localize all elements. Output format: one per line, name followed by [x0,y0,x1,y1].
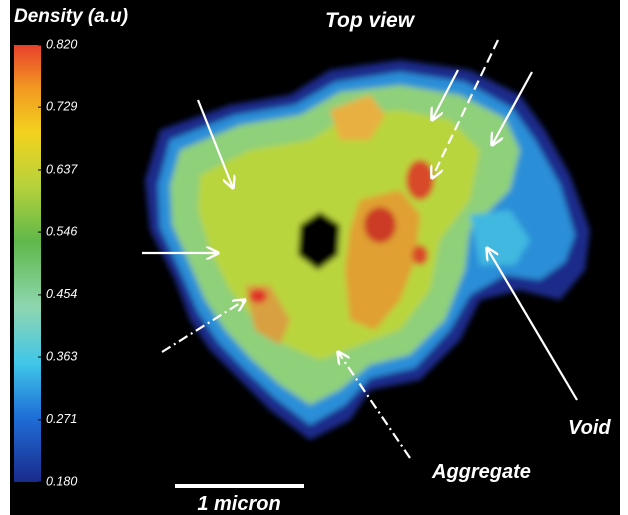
view-label: Top view [325,9,416,32]
colorbar-tick-label: 0.637 [46,162,78,176]
colorbar-tick-label: 0.271 [46,412,77,426]
colorbar-tick-label: 0.363 [46,349,77,363]
colorbar-title: Density (a.u) [14,6,128,27]
aggregate-label: Aggregate [431,461,531,483]
colorbar-tick-label: 0.729 [46,99,77,113]
colorbar [14,45,41,482]
void-label: Void [568,417,611,439]
colorbar-tick-label: 0.546 [46,224,77,238]
figure: Density (a.u) Top view Void Aggregate 1 … [0,0,628,515]
page: {"colorbar": {"title": "Density (a.u)", … [0,0,628,515]
colorbar-tick-label: 0.820 [46,37,77,51]
colorbar-tick-label: 0.454 [46,287,77,301]
colorbar-tick-label: 0.180 [46,474,77,488]
scale-label: 1 micron [197,493,280,515]
